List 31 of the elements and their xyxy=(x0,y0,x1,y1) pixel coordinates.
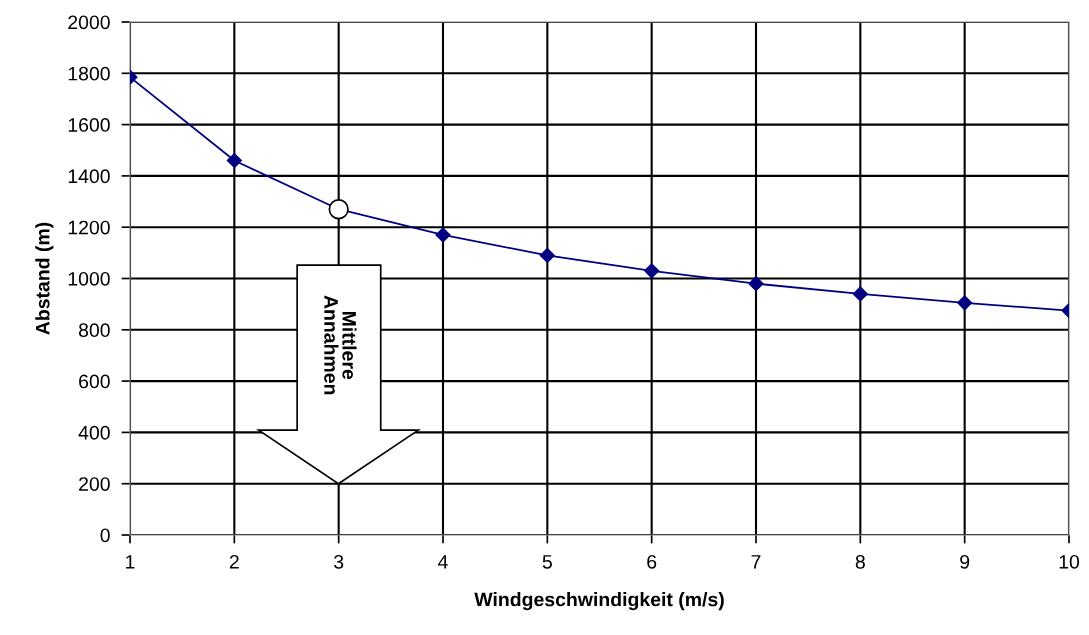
y-tick-label: 1600 xyxy=(68,118,110,132)
x-tick-label: 6 xyxy=(647,554,657,569)
x-tick-label: 3 xyxy=(334,554,344,569)
x-tick-label: 8 xyxy=(855,554,865,569)
y-tick-label: 2000 xyxy=(68,15,110,30)
x-tick-label: 1 xyxy=(126,555,135,569)
x-tick-label: 2 xyxy=(229,554,239,569)
y-tick-label: 1200 xyxy=(68,220,110,235)
point xyxy=(748,276,764,292)
point xyxy=(435,227,451,243)
point xyxy=(539,247,555,263)
point xyxy=(226,152,242,169)
point xyxy=(644,263,660,279)
y-tick-label: 400 xyxy=(78,425,110,440)
point xyxy=(957,295,973,311)
x-tick-label: 5 xyxy=(542,555,552,569)
y-axis-title: Abstand (m) xyxy=(35,222,54,335)
y-tick-label: 0 xyxy=(100,528,110,543)
x-tick-label: 10 xyxy=(1059,554,1080,569)
y-tick-label: 1000 xyxy=(68,271,110,286)
y-tick-label: 1800 xyxy=(68,66,110,81)
x-tick-label: 4 xyxy=(438,555,448,569)
y-tick-label: 800 xyxy=(78,323,110,338)
x-axis-title: Windgeschwindigkeit (m/s) xyxy=(474,592,724,611)
point xyxy=(852,286,868,302)
x-tick-label: 9 xyxy=(960,554,970,569)
y-tick-label: 1400 xyxy=(68,169,110,184)
y-tick-label: 600 xyxy=(79,374,110,389)
x-tick-label: 7 xyxy=(751,555,761,569)
y-tick-label: 200 xyxy=(79,477,110,491)
annotation: Mittlere Annahmen xyxy=(324,295,357,395)
